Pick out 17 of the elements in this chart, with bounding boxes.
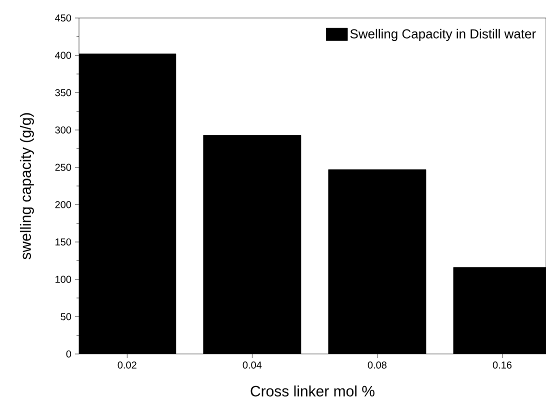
y-tick-label: 100 bbox=[56, 276, 72, 283]
x-tick-label: 0.16 bbox=[492, 362, 512, 369]
x-tick-label: 0.08 bbox=[368, 362, 387, 369]
y-tick-label: 400 bbox=[55, 52, 72, 59]
legend-label: Swelling Capacity in Distill water bbox=[350, 28, 536, 42]
y-tick-label: 350 bbox=[55, 89, 72, 96]
x-tick-label: 0.04 bbox=[242, 362, 262, 369]
y-axis-title: swelling capacity (g/g) bbox=[20, 113, 34, 260]
y-tick-label: 200 bbox=[55, 201, 72, 208]
x-tick-label: 0.02 bbox=[118, 362, 136, 369]
y-tick-label: 300 bbox=[55, 126, 72, 134]
x-axis-title: Cross linker mol % bbox=[250, 385, 374, 396]
y-tick-label: 250 bbox=[55, 164, 72, 171]
y-tick-label: 450 bbox=[55, 14, 72, 22]
y-tick-label: 0 bbox=[66, 350, 72, 358]
y-tick-label: 150 bbox=[56, 238, 72, 246]
y-tick-label: 50 bbox=[60, 313, 72, 320]
